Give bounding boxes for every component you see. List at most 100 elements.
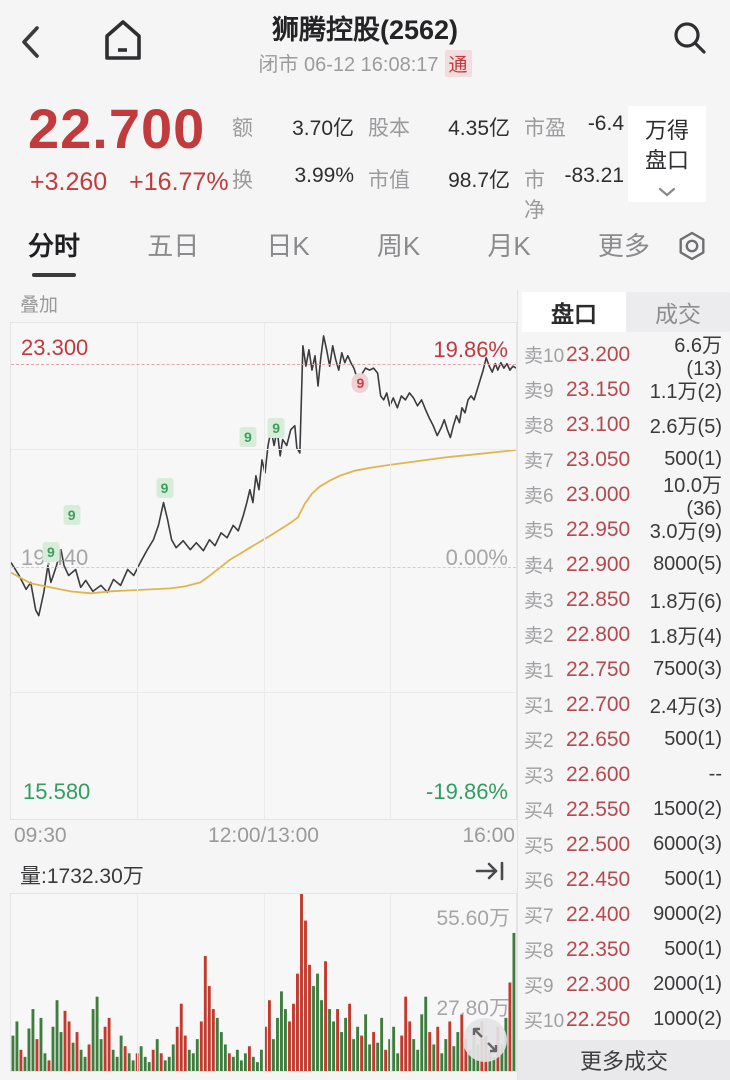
fullscreen-button[interactable]: [462, 1017, 508, 1063]
order-book-row[interactable]: 买3 22.600 --: [518, 757, 730, 792]
tab-5day[interactable]: 五日: [147, 231, 200, 261]
tab-more[interactable]: 更多: [597, 231, 650, 261]
level-price: 22.350: [566, 937, 631, 961]
order-book-row[interactable]: 买6 22.450 500(1): [518, 862, 730, 897]
tab-weekly-k[interactable]: 周K: [376, 231, 421, 261]
gridline-vertical: [389, 323, 391, 819]
level-price: 22.450: [566, 867, 631, 891]
volume-bar: [280, 991, 283, 1071]
order-book-row[interactable]: 买5 22.500 6000(3): [518, 827, 730, 862]
volume-bar: [271, 1039, 275, 1071]
order-book-row[interactable]: 买1 22.700 2.4万(3): [518, 687, 730, 722]
order-book-row[interactable]: 卖2 22.800 1.8万(4): [518, 617, 730, 652]
order-book-row[interactable]: 卖6 23.000 10.0万(36): [518, 475, 730, 520]
level-label: 卖6: [524, 486, 554, 507]
volume-bar: [312, 986, 315, 1071]
signal-marker-green: 9: [42, 541, 60, 562]
avg-line: [11, 450, 516, 593]
volume-bar: [388, 1039, 392, 1071]
volume-bar: [23, 1056, 27, 1071]
volume-bar: [211, 1009, 215, 1071]
chevron-down-icon: [658, 187, 676, 197]
volume-bar: [143, 1056, 147, 1071]
order-book-row[interactable]: 买9 22.300 2000(1): [518, 967, 730, 1002]
level-label: 卖7: [524, 451, 554, 472]
expand-icon: [463, 1018, 507, 1062]
order-book-row[interactable]: 卖8 23.100 2.6万(5): [518, 407, 730, 442]
order-book-row[interactable]: 卖5 22.950 3.0万(9): [518, 512, 730, 547]
volume-bar: [15, 1021, 19, 1071]
order-book-row[interactable]: 买2 22.650 500(1): [518, 722, 730, 757]
level-volume: 3.0万(9): [649, 521, 722, 543]
volume-bar: [267, 1000, 271, 1071]
volume-bar: [288, 1021, 291, 1071]
tab-monthly-k[interactable]: 月K: [487, 231, 531, 261]
volume-bar: [448, 1021, 452, 1071]
volume-bar: [215, 1017, 219, 1071]
volume-bar: [432, 1044, 436, 1071]
level-volume: 2.4万(3): [649, 696, 722, 718]
order-book-row[interactable]: 卖9 23.150 1.1万(2): [518, 372, 730, 407]
order-book-row[interactable]: 买10 22.250 1000(2): [518, 1002, 730, 1037]
level-label: 买6: [524, 871, 554, 892]
volume-bar: [19, 1049, 23, 1071]
level-volume: 1.8万(4): [649, 626, 722, 648]
order-book-row[interactable]: 卖1 22.750 7500(3): [518, 652, 730, 687]
chart-mid-pct-label: 0.00%: [445, 545, 508, 570]
volume-bar: [223, 1044, 227, 1071]
overlay-button[interactable]: 叠加: [20, 295, 59, 316]
order-book-row[interactable]: 卖7 23.050 500(1): [518, 442, 730, 477]
level-label: 买2: [524, 731, 554, 752]
volume-chart[interactable]: 55.60万 27.80万: [10, 893, 517, 1072]
volume-bar: [35, 1039, 39, 1071]
page-title: 狮腾控股(2562): [271, 15, 459, 45]
order-book-row[interactable]: 买4 22.550 1500(2): [518, 792, 730, 827]
volume-bar: [99, 1039, 103, 1071]
stat-shares: 股本 4.35亿: [368, 117, 510, 140]
tab-order-book[interactable]: 盘口: [522, 292, 626, 332]
tab-trades[interactable]: 成交: [655, 301, 701, 327]
volume-bar: [384, 1049, 388, 1071]
volume-bar: [300, 894, 303, 1071]
level-price: 22.950: [566, 517, 631, 541]
jump-to-latest-button[interactable]: [472, 856, 508, 886]
minute-chart[interactable]: 23.300 19.86% 19.440 0.00% 15.580 -19.86…: [10, 322, 517, 820]
order-book-row[interactable]: 买7 22.400 9000(2): [518, 897, 730, 932]
search-button[interactable]: [670, 18, 710, 58]
level-label: 卖1: [524, 661, 554, 682]
chart-low-price-label: 15.580: [23, 779, 91, 804]
order-book-row[interactable]: 卖4 22.900 8000(5): [518, 547, 730, 582]
volume-bar: [47, 1060, 51, 1071]
home-button[interactable]: [98, 14, 148, 66]
more-trades-button[interactable]: 更多成交: [518, 1040, 730, 1080]
gridline-horizontal: [11, 691, 516, 693]
volume-bar: [67, 1021, 71, 1071]
volume-bar: [251, 1056, 255, 1071]
wind-level2-button[interactable]: 万得 盘口: [628, 106, 706, 202]
gridline-vertical: [389, 894, 391, 1071]
volume-bar: [123, 1046, 127, 1071]
volume-bar: [247, 1046, 251, 1071]
volume-bar: [396, 1053, 400, 1071]
time-tick-noon: 12:00/13:00: [208, 824, 319, 847]
order-book-rows: 卖10 23.200 6.6万(13) 卖9 23.150 1.1万(2) 卖8 23.100…: [518, 335, 730, 1037]
volume-bar: [107, 1017, 111, 1071]
gridline-vertical: [263, 894, 265, 1071]
order-book-row[interactable]: 卖10 23.200 6.6万(13): [518, 335, 730, 380]
volume-bar: [440, 1053, 444, 1071]
chart-settings-button[interactable]: [676, 230, 708, 262]
order-book-row[interactable]: 卖3 22.850 1.8万(6): [518, 582, 730, 617]
tab-minute[interactable]: 分时: [28, 226, 80, 277]
order-book-row[interactable]: 买8 22.350 500(1): [518, 932, 730, 967]
volume-bar: [203, 955, 207, 1071]
chart-high-pct-label: 19.86%: [433, 337, 508, 362]
volume-bar: [183, 1035, 187, 1071]
back-icon: [22, 26, 39, 58]
gear-icon: [679, 231, 705, 261]
back-button[interactable]: [16, 20, 46, 64]
stat-turnover-rate: 换 3.99%: [232, 164, 354, 192]
level-price: 22.300: [566, 972, 631, 996]
level-label: 买9: [524, 976, 554, 997]
volume-bar: [83, 1056, 87, 1071]
tab-daily-k[interactable]: 日K: [266, 231, 310, 261]
